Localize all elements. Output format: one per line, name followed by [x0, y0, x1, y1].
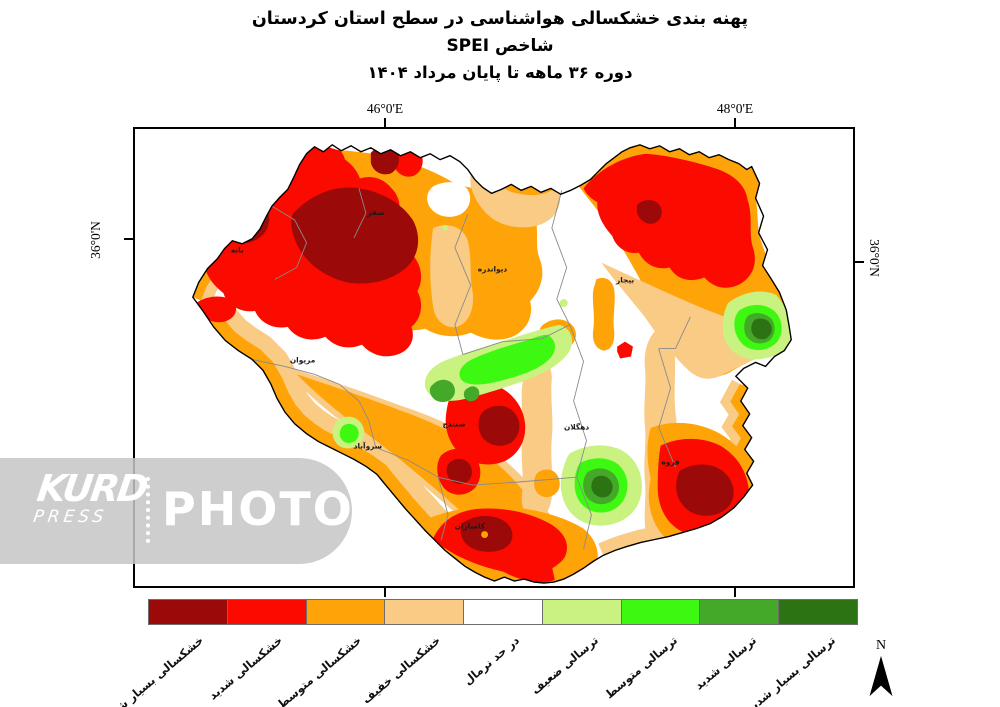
- legend-swatch-very-severe-drought: [149, 600, 228, 624]
- north-arrow-label: N: [875, 638, 887, 653]
- legend-color-bar: [148, 599, 858, 625]
- north-arrow-icon: [869, 655, 893, 697]
- legend-label-very-severe-drought: خشکسالی بسیار شدید: [99, 633, 206, 707]
- latitude-label-left: 36°0'N: [88, 221, 103, 259]
- city-label-saqqez: سقز: [366, 208, 384, 217]
- map-frame: بانه سقز دیواندره بیجار مریوان سنندج سرو…: [133, 127, 855, 588]
- city-label-dehgolan: دهگلان: [564, 423, 589, 432]
- tick-bottom-west: [384, 588, 386, 597]
- watermark-photo-text: PHOTO: [162, 482, 354, 536]
- county-boundaries: [252, 188, 691, 550]
- latitude-label-right: 36°0'N: [867, 239, 882, 277]
- kurdistan-drought-map: بانه سقز دیواندره بیجار مریوان سنندج سرو…: [192, 143, 792, 584]
- watermark-brand-text: KURD: [34, 467, 150, 510]
- legend-swatch-very-severe-wet: [779, 600, 858, 624]
- watermark-band: KURD PRESS PHOTO: [0, 458, 352, 564]
- tick-bottom-east: [734, 588, 736, 597]
- legend-swatch-moderate-drought: [306, 600, 386, 624]
- city-label-sarvabad: سروآباد: [354, 440, 382, 450]
- legend-swatch-severe-wet: [700, 600, 780, 624]
- tick-top-east: [734, 118, 736, 127]
- watermark-brand-subtext: PRESS: [32, 507, 109, 528]
- longitude-label-east: 48°0'E: [716, 101, 754, 116]
- city-label-divandarreh: دیواندره: [478, 264, 508, 273]
- legend-swatch-moderate-wet: [621, 600, 701, 624]
- tick-right: [855, 261, 864, 263]
- watermark-logo: KURD PRESS: [32, 467, 150, 528]
- city-label-sanandaj: سنندج: [442, 420, 465, 429]
- legend-swatch-mild-drought: [385, 600, 465, 624]
- city-label-marivan: مریوان: [290, 355, 316, 364]
- city-label-kamyaran: کامیاران: [454, 522, 485, 531]
- north-arrow: N: [862, 638, 900, 702]
- watermark-divider: [146, 477, 150, 543]
- title-block: پهنه بندی خشکسالی هواشناسی در سطح استان …: [0, 6, 1000, 86]
- legend-swatch-normal: [464, 600, 543, 624]
- city-label-bijar: بیجار: [615, 275, 634, 284]
- longitude-label-west: 46°0'E: [366, 101, 404, 116]
- tick-left: [124, 238, 133, 240]
- legend-swatch-severe-drought: [227, 600, 307, 624]
- city-label-baneh: بانه: [231, 246, 244, 255]
- map-title: پهنه بندی خشکسالی هواشناسی در سطح استان …: [251, 9, 749, 29]
- province-outline: [192, 143, 792, 584]
- map-subtitle-index: شاخص SPEI: [446, 36, 554, 57]
- map-subtitle-period: دوره ۳۶ ماهه تا پایان مرداد ۱۴۰۴: [367, 63, 633, 83]
- legend-swatch-weak-wet: [542, 600, 622, 624]
- city-label-qorveh: قروه: [661, 457, 680, 466]
- tick-top-west: [384, 118, 386, 127]
